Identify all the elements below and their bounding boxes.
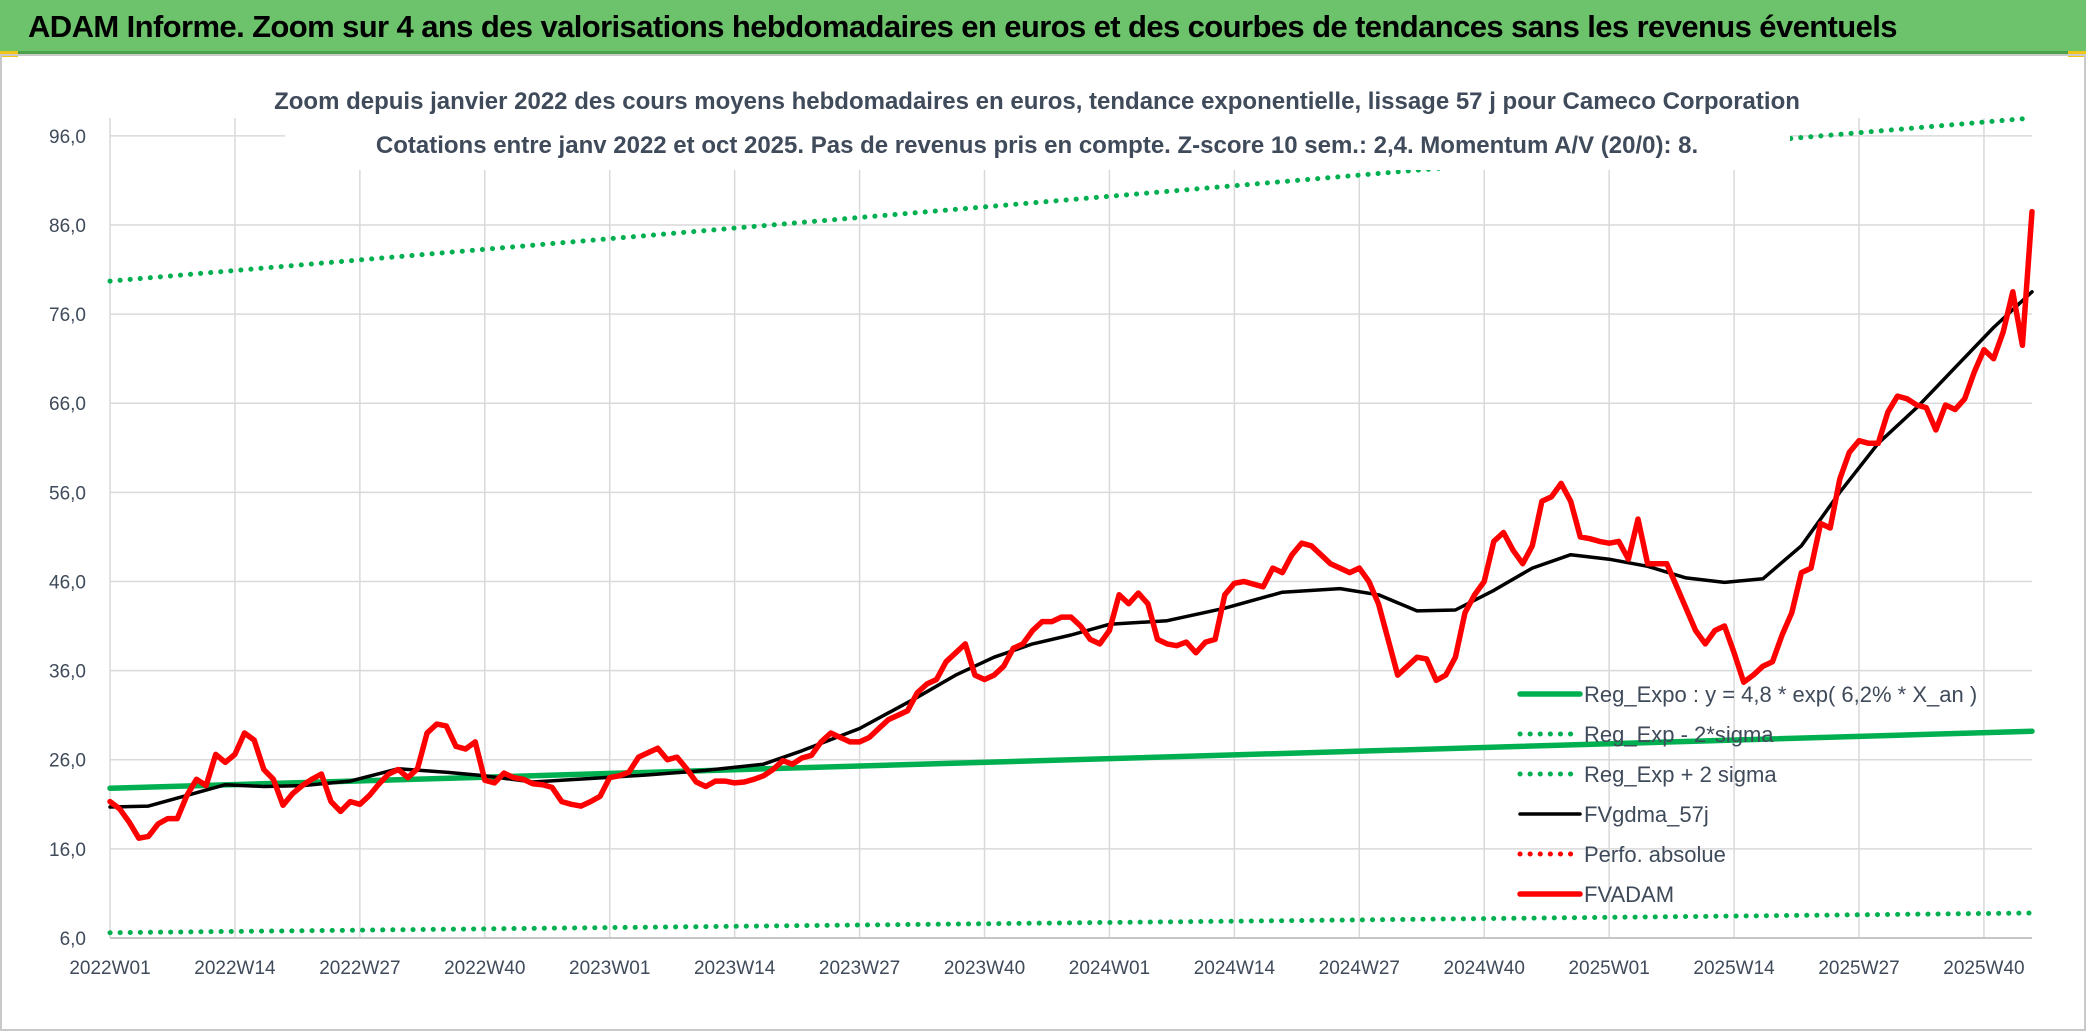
chart-legend: Reg_Expo : y = 4,8 * exp( 6,2% * X_an ) R… — [1517, 682, 1977, 907]
x-tick-label: 2023W40 — [944, 958, 1025, 979]
y-tick-label: 6,0 — [60, 929, 86, 950]
chart-axes: 6,0 16,0 26,0 36,0 46,0 56,0 66,0 76,0 86,0 96,0 2… — [49, 127, 2032, 979]
legend-label: FVgdma_57j — [1584, 802, 1709, 827]
chart-subtitle: Cotations entre janv 2022 et oct 2025. P… — [376, 132, 1698, 159]
x-tick-label: 2025W01 — [1568, 958, 1649, 979]
x-tick-label: 2024W40 — [1444, 958, 1525, 979]
x-tick-label: 2024W14 — [1194, 958, 1276, 979]
x-tick-label: 2022W14 — [194, 958, 276, 979]
x-tick-label: 2023W27 — [819, 958, 900, 979]
y-tick-label: 16,0 — [49, 840, 86, 861]
series-line-5 — [107, 208, 2035, 841]
y-tick-label: 56,0 — [49, 483, 86, 504]
chart-title: Zoom depuis janvier 2022 des cours moyen… — [274, 88, 1800, 115]
y-tick-label: 26,0 — [49, 751, 86, 772]
y-tick-label: 76,0 — [49, 305, 86, 326]
legend-label: Perfo. absolue — [1584, 842, 1726, 867]
x-tick-label: 2025W40 — [1943, 958, 2024, 979]
y-tick-label: 86,0 — [49, 216, 86, 237]
x-tick-label: 2024W01 — [1069, 958, 1150, 979]
legend-label: Reg_Exp + 2 sigma — [1584, 762, 1777, 787]
legend-label: FVADAM — [1584, 882, 1674, 907]
x-tick-label: 2025W27 — [1818, 958, 1899, 979]
legend-label: Reg_Exp - 2*sigma — [1584, 722, 1774, 747]
x-tick-label: 2024W27 — [1319, 958, 1400, 979]
series-line-0 — [107, 728, 2035, 792]
x-tick-label: 2022W40 — [444, 958, 525, 979]
y-tick-label: 66,0 — [49, 394, 86, 415]
y-tick-label: 46,0 — [49, 572, 86, 593]
y-tick-label: 36,0 — [49, 662, 86, 683]
x-tick-label: 2025W14 — [1693, 958, 1775, 979]
x-tick-label: 2022W27 — [319, 958, 400, 979]
y-tick-label: 96,0 — [49, 127, 86, 148]
series-line-1 — [107, 910, 2035, 936]
title-backdrop — [285, 78, 1790, 170]
banner-title: ADAM Informe. Zoom sur 4 ans des valoris… — [28, 9, 1898, 44]
chart-frame — [0, 54, 2086, 1031]
banner: ADAM Informe. Zoom sur 4 ans des valoris… — [0, 0, 2086, 54]
x-tick-label: 2023W14 — [694, 958, 776, 979]
x-tick-label: 2022W01 — [69, 958, 150, 979]
legend-label: Reg_Expo : y = 4,8 * exp( 6,2% * X_an ) — [1584, 682, 1977, 707]
x-tick-label: 2023W01 — [569, 958, 650, 979]
